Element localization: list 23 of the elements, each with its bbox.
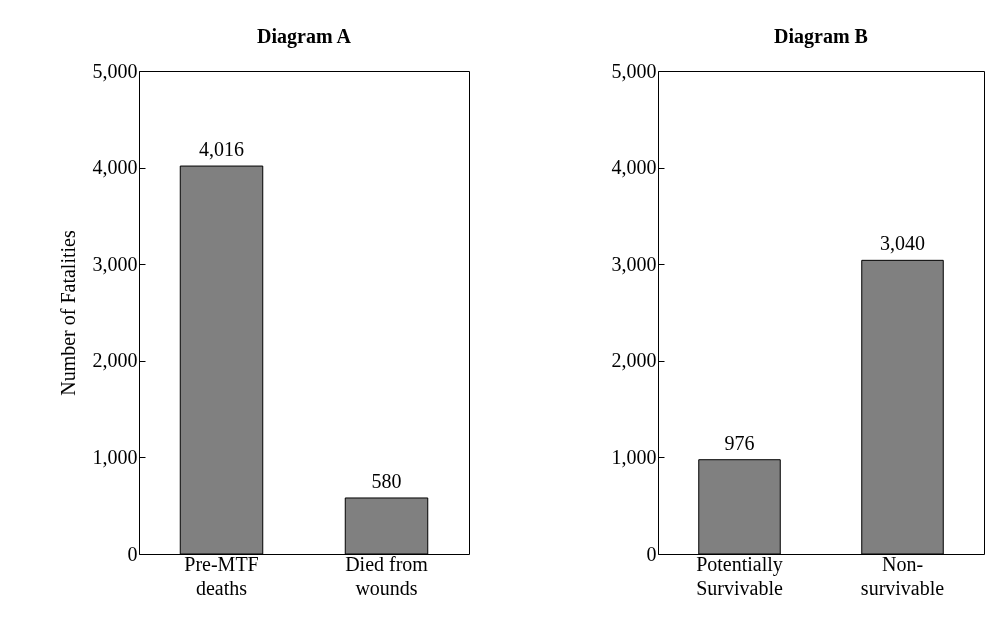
y-tick-label: 5,000 bbox=[92, 59, 138, 82]
x-tick-label: Potentially Survivable bbox=[696, 552, 783, 599]
y-tick-label: 4,000 bbox=[611, 156, 657, 179]
x-tick-label: Non- survivable bbox=[860, 552, 945, 599]
y-tick-label: 0 bbox=[646, 542, 657, 565]
data-label: 4,016 bbox=[199, 138, 244, 161]
y-tick-label: 5,000 bbox=[611, 59, 657, 82]
x-tick-label: Pre-MTF deaths bbox=[184, 552, 259, 599]
chart-title: Diagram A bbox=[257, 25, 352, 48]
x-tick-label: Died from wounds bbox=[345, 552, 429, 599]
y-tick-label: 3,000 bbox=[611, 252, 657, 275]
y-tick-label: 1,000 bbox=[92, 445, 138, 468]
y-tick-label: 0 bbox=[127, 542, 138, 565]
y-tick-label: 4,000 bbox=[92, 156, 138, 179]
data-label: 580 bbox=[371, 469, 402, 492]
data-label: 976 bbox=[724, 431, 755, 454]
data-label: 3,040 bbox=[880, 232, 925, 255]
y-tick-label: 2,000 bbox=[611, 349, 657, 372]
y-tick-label: 1,000 bbox=[611, 445, 657, 468]
chart-title: Diagram B bbox=[774, 25, 868, 48]
y-axis-title: Number of Fatalities bbox=[56, 230, 79, 396]
y-tick-label: 3,000 bbox=[92, 252, 138, 275]
y-tick-label: 2,000 bbox=[92, 349, 138, 372]
